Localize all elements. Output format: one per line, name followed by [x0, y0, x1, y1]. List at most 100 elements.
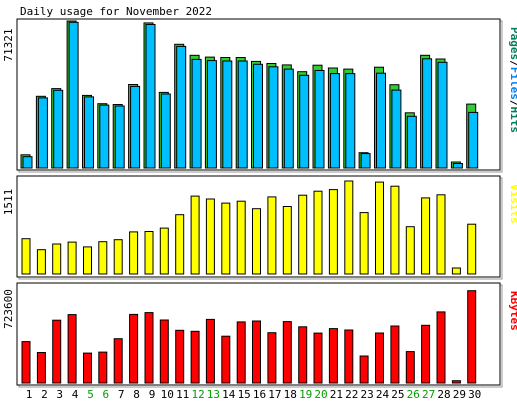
bar-kbytes-day-25 — [390, 325, 400, 384]
bar-files-day-21 — [329, 73, 340, 169]
bar-files-day-18 — [283, 68, 294, 169]
bar-kbytes-day-30 — [467, 290, 477, 384]
bar-files-day-30 — [468, 111, 479, 169]
bar-files-day-15 — [237, 60, 248, 169]
x-tick-label-day-21: 21 — [330, 388, 343, 401]
x-tick-label-day-24: 24 — [376, 388, 390, 401]
x-tick-label-day-1: 1 — [26, 388, 33, 401]
bar-files-day-11 — [176, 45, 187, 169]
bar-kbytes-day-10 — [159, 319, 169, 384]
legend-entry: / — [508, 60, 517, 67]
panel-visits: 1511 Visits — [2, 175, 517, 280]
bar-visits-day-17 — [267, 196, 277, 275]
bar-kbytes-day-22 — [344, 329, 354, 384]
x-tick-label-day-23: 23 — [360, 388, 373, 401]
legend-entry: Hits — [508, 107, 517, 134]
bar-kbytes-day-5 — [83, 352, 92, 384]
x-tick-label-day-2: 2 — [41, 388, 48, 401]
x-tick-label-day-4: 4 — [72, 388, 79, 401]
bar-visits-day-18 — [282, 206, 292, 275]
x-tick-label-day-27: 27 — [422, 388, 435, 401]
legend-entry: KBytes — [508, 291, 517, 331]
x-tick-label-day-17: 17 — [268, 388, 281, 401]
x-tick-label-day-29: 29 — [453, 388, 466, 401]
bar-files-day-22 — [345, 73, 356, 169]
x-tick-label-day-16: 16 — [253, 388, 266, 401]
bar-visits-day-2 — [36, 249, 46, 275]
bar-files-day-19 — [299, 74, 310, 169]
bar-kbytes-day-2 — [36, 352, 46, 384]
bar-files-day-9 — [145, 24, 156, 169]
chart-title-text: Daily usage for November 2022 — [20, 5, 212, 18]
bar-visits-day-16 — [252, 208, 261, 275]
bar-visits-day-3 — [52, 243, 62, 275]
bar-kbytes-day-23 — [359, 355, 369, 384]
bar-files-day-7 — [114, 105, 125, 169]
bar-visits-day-25 — [390, 185, 400, 275]
bar-visits-day-21 — [328, 189, 338, 275]
bar-kbytes-day-29 — [451, 380, 461, 384]
bar-visits-day-24 — [375, 181, 384, 275]
legend: KBytes — [508, 291, 517, 331]
legend: Pages/Files/Hits — [508, 27, 517, 133]
bar-kbytes-day-7 — [113, 338, 123, 384]
legend-entry: / — [508, 100, 517, 107]
bar-files-day-29 — [452, 163, 463, 169]
x-tick-label-day-30: 30 — [468, 388, 481, 401]
bar-kbytes-day-8 — [129, 313, 139, 384]
x-tick-label-day-14: 14 — [222, 388, 236, 401]
bar-kbytes-day-13 — [205, 318, 215, 384]
bar-kbytes-day-4 — [67, 314, 77, 384]
bar-visits-day-28 — [436, 194, 446, 275]
bar-files-day-5 — [84, 96, 94, 169]
bar-visits-day-9 — [144, 231, 154, 275]
chart-panels: 71321Pages/Files/Hits1511Visits723600KBy… — [2, 18, 517, 388]
x-tick-label-day-8: 8 — [133, 388, 140, 401]
bar-files-day-6 — [99, 104, 110, 169]
bar-kbytes-day-21 — [328, 328, 338, 384]
bar-visits-day-20 — [313, 190, 323, 275]
x-tick-label-day-6: 6 — [102, 388, 109, 401]
bar-files-day-27 — [422, 58, 433, 169]
bar-kbytes-day-11 — [175, 329, 185, 384]
x-axis-day-labels: 1 2 3 4 5 6 7 8 9 10 11 12 13 14 15 16 17 18 19 20 21 22 23 24 2… — [26, 388, 482, 401]
bar-visits-day-4 — [67, 241, 77, 275]
bar-files-day-28 — [437, 61, 448, 169]
bar-visits-day-7 — [113, 239, 123, 275]
x-tick-label-day-19: 19 — [299, 388, 312, 401]
axis-max-label: 71321 — [2, 28, 15, 61]
legend: Visits — [508, 184, 517, 224]
bar-kbytes-day-16 — [252, 320, 261, 384]
bar-visits-day-5 — [83, 246, 92, 275]
bar-kbytes-day-20 — [313, 332, 323, 384]
bar-kbytes-day-26 — [405, 351, 415, 384]
bar-visits-day-6 — [98, 241, 108, 275]
bar-kbytes-day-27 — [421, 324, 431, 384]
bar-visits-day-26 — [405, 226, 415, 275]
bar-files-day-13 — [206, 60, 217, 169]
x-tick-label-day-26: 26 — [407, 388, 420, 401]
bar-visits-day-23 — [359, 212, 369, 275]
x-tick-label-day-11: 11 — [176, 388, 189, 401]
bar-files-day-26 — [406, 115, 417, 169]
x-tick-label-day-20: 20 — [314, 388, 327, 401]
bar-kbytes-day-9 — [144, 312, 154, 384]
x-tick-label-day-12: 12 — [191, 388, 204, 401]
bar-visits-day-15 — [236, 200, 246, 275]
bar-visits-day-8 — [129, 231, 139, 275]
bar-kbytes-day-3 — [52, 319, 62, 384]
bar-files-day-20 — [314, 70, 325, 169]
x-tick-label-day-5: 5 — [87, 388, 94, 401]
bar-visits-day-29 — [451, 267, 461, 275]
bar-visits-day-11 — [175, 214, 185, 275]
bar-kbytes-day-1 — [21, 341, 31, 384]
x-tick-label-day-3: 3 — [56, 388, 63, 401]
bar-visits-day-12 — [190, 195, 200, 275]
legend-entry: Files — [508, 67, 517, 100]
bar-files-day-25 — [391, 89, 402, 169]
bar-visits-day-22 — [344, 180, 354, 275]
x-tick-label-day-28: 28 — [437, 388, 450, 401]
legend-entry: Visits — [508, 184, 517, 224]
bar-kbytes-day-12 — [190, 330, 200, 384]
